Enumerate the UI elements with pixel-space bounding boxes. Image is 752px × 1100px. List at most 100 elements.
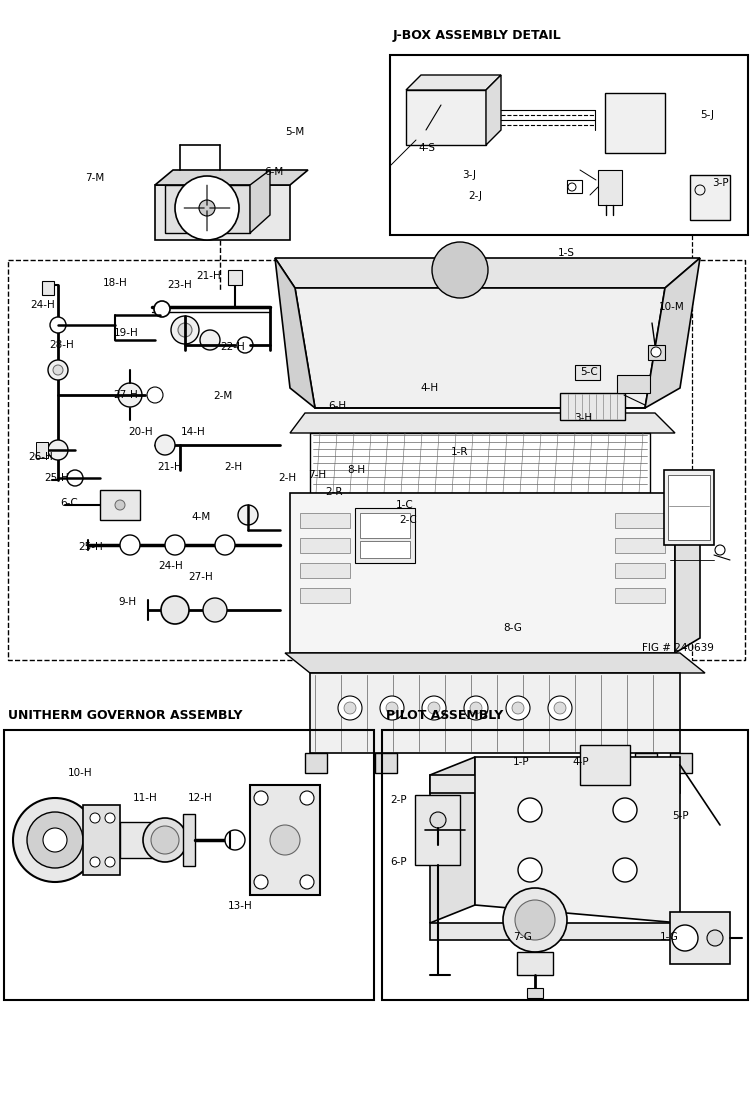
Text: 21-H: 21-H xyxy=(196,271,221,281)
Text: 19-H: 19-H xyxy=(114,328,139,338)
Polygon shape xyxy=(486,75,501,145)
Text: 24-H: 24-H xyxy=(30,300,55,310)
Circle shape xyxy=(27,812,83,868)
Bar xyxy=(615,563,665,578)
Circle shape xyxy=(518,858,542,882)
Circle shape xyxy=(90,857,100,867)
Bar xyxy=(615,538,665,553)
Text: 2-J: 2-J xyxy=(468,191,482,201)
Polygon shape xyxy=(165,185,250,233)
Circle shape xyxy=(338,696,362,720)
Text: 12-H: 12-H xyxy=(188,793,213,803)
Text: 2-H: 2-H xyxy=(224,462,242,472)
Circle shape xyxy=(48,360,68,379)
Circle shape xyxy=(515,900,555,940)
Text: 2-R: 2-R xyxy=(325,487,342,497)
Circle shape xyxy=(554,702,566,714)
Bar xyxy=(690,175,730,220)
Bar xyxy=(300,513,350,528)
Circle shape xyxy=(651,346,661,358)
Circle shape xyxy=(118,383,142,407)
Bar xyxy=(300,563,350,578)
Text: 4-H: 4-H xyxy=(420,383,438,393)
Bar xyxy=(527,988,543,998)
Bar xyxy=(382,730,748,1000)
Circle shape xyxy=(707,930,723,946)
Circle shape xyxy=(151,826,179,854)
Circle shape xyxy=(237,337,253,353)
Text: 20-H: 20-H xyxy=(128,427,153,437)
Polygon shape xyxy=(475,757,680,923)
Text: 4-M: 4-M xyxy=(191,512,211,522)
Polygon shape xyxy=(430,776,680,793)
Polygon shape xyxy=(295,288,665,408)
Bar xyxy=(305,754,327,773)
Text: 14-H: 14-H xyxy=(181,427,206,437)
Circle shape xyxy=(13,798,97,882)
Circle shape xyxy=(175,176,239,240)
Text: 1-R: 1-R xyxy=(451,447,468,456)
Circle shape xyxy=(613,798,637,822)
Circle shape xyxy=(178,323,192,337)
Text: 24-H: 24-H xyxy=(158,561,183,571)
Circle shape xyxy=(143,818,187,862)
Polygon shape xyxy=(675,478,700,653)
Bar xyxy=(615,588,665,603)
Bar xyxy=(375,754,397,773)
Polygon shape xyxy=(645,258,700,408)
Circle shape xyxy=(155,434,175,455)
Bar xyxy=(36,442,48,458)
Text: 6-C: 6-C xyxy=(60,498,77,508)
Bar xyxy=(415,795,460,865)
Circle shape xyxy=(672,925,698,952)
Text: 10-H: 10-H xyxy=(68,768,92,778)
Bar xyxy=(575,365,600,380)
Text: 7-H: 7-H xyxy=(308,470,326,480)
Text: UNITHERM GOVERNOR ASSEMBLY: UNITHERM GOVERNOR ASSEMBLY xyxy=(8,710,242,722)
Bar xyxy=(8,260,745,660)
Polygon shape xyxy=(285,653,705,673)
Text: 26-H: 26-H xyxy=(28,452,53,462)
Polygon shape xyxy=(155,170,308,185)
Circle shape xyxy=(105,813,115,823)
Text: 3-H: 3-H xyxy=(574,412,592,424)
Circle shape xyxy=(200,330,220,350)
Circle shape xyxy=(518,798,542,822)
Text: 2-P: 2-P xyxy=(390,795,407,805)
Polygon shape xyxy=(275,258,700,288)
Bar xyxy=(100,490,140,520)
Circle shape xyxy=(503,888,567,952)
Bar xyxy=(300,588,350,603)
Text: 27-H: 27-H xyxy=(188,572,213,582)
Text: 4-P: 4-P xyxy=(572,757,589,767)
Bar xyxy=(560,393,625,420)
Text: 9-H: 9-H xyxy=(118,597,136,607)
Text: 5-J: 5-J xyxy=(700,110,714,120)
Bar xyxy=(648,345,665,360)
Circle shape xyxy=(203,598,227,622)
Polygon shape xyxy=(406,75,501,90)
Bar xyxy=(360,541,410,558)
Text: J-BOX ASSEMBLY DETAIL: J-BOX ASSEMBLY DETAIL xyxy=(393,29,562,42)
Bar xyxy=(360,513,410,538)
Text: 5-C: 5-C xyxy=(580,367,598,377)
Polygon shape xyxy=(275,258,315,408)
Text: 13-H: 13-H xyxy=(228,901,253,911)
Text: 21-H: 21-H xyxy=(157,462,182,472)
Circle shape xyxy=(422,696,446,720)
Circle shape xyxy=(432,242,488,298)
Bar xyxy=(664,470,714,544)
Circle shape xyxy=(380,696,404,720)
Text: 5-M: 5-M xyxy=(285,126,305,138)
Circle shape xyxy=(464,696,488,720)
Circle shape xyxy=(90,813,100,823)
Bar xyxy=(310,433,650,493)
Text: 6-M: 6-M xyxy=(264,167,284,177)
Text: 7-G: 7-G xyxy=(513,932,532,942)
Circle shape xyxy=(215,535,235,556)
Bar xyxy=(668,475,710,540)
Text: 8-H: 8-H xyxy=(347,465,365,475)
Text: 7-M: 7-M xyxy=(85,173,105,183)
Bar xyxy=(670,754,692,773)
Text: 11-H: 11-H xyxy=(133,793,158,803)
